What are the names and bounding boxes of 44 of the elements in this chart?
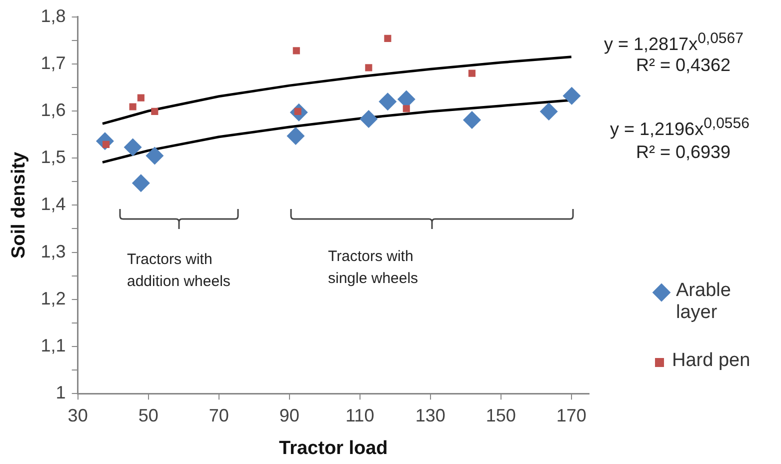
legend-label: Hard pen: [672, 350, 750, 372]
y-tick-label: 1: [56, 382, 66, 403]
y-tick-label: 1,2: [40, 288, 66, 308]
text: y = 1,2817x$^{0,0567}$: [604, 30, 744, 55]
point: [286, 126, 305, 145]
y-tick-label: 1,7: [40, 52, 66, 73]
x-tick-label: 90: [279, 405, 300, 426]
point: [402, 105, 410, 112]
point: [462, 110, 481, 129]
x-tick-label: 50: [138, 405, 158, 426]
point: [151, 108, 158, 116]
point: [292, 47, 300, 54]
y-tick-label: 1,5: [40, 147, 66, 168]
text: R² = 0,4362: [636, 55, 731, 76]
point: [468, 70, 476, 77]
x-tick-label: 130: [415, 405, 446, 426]
text: y = 1,2196x$^{0,0556}$: [610, 115, 750, 140]
x-tick-label: 30: [68, 405, 88, 426]
x-tick-label: 110: [346, 405, 374, 426]
y-tick-label: 1,1: [40, 335, 66, 356]
x-axis-title: Tractor load: [279, 438, 388, 459]
annotation: Tractors with addition wheels: [127, 250, 232, 292]
y-axis-title: Soil density: [8, 151, 30, 259]
point: [378, 92, 397, 111]
legend-label: Arable layer: [676, 280, 732, 324]
point: [132, 174, 150, 192]
y-tick-label: 1,6: [40, 100, 66, 120]
x-tick-label: 150: [486, 405, 516, 426]
annotation: Tractors with single wheels: [328, 247, 420, 289]
point: [137, 94, 144, 102]
point: [360, 110, 378, 128]
point: [540, 102, 558, 120]
y-tick-label: 1,4: [40, 194, 66, 214]
y-tick-label: 1,8: [40, 6, 66, 26]
point: [146, 146, 164, 165]
y-tick-label: 1,3: [40, 241, 66, 262]
x-tick-label: 70: [208, 405, 229, 426]
point: [365, 64, 372, 72]
point: [129, 103, 136, 110]
x-tick-label: 170: [556, 405, 586, 426]
point: [562, 86, 581, 105]
point: [384, 34, 392, 42]
text: R² = 0,6939: [636, 142, 731, 163]
point: [124, 138, 142, 156]
